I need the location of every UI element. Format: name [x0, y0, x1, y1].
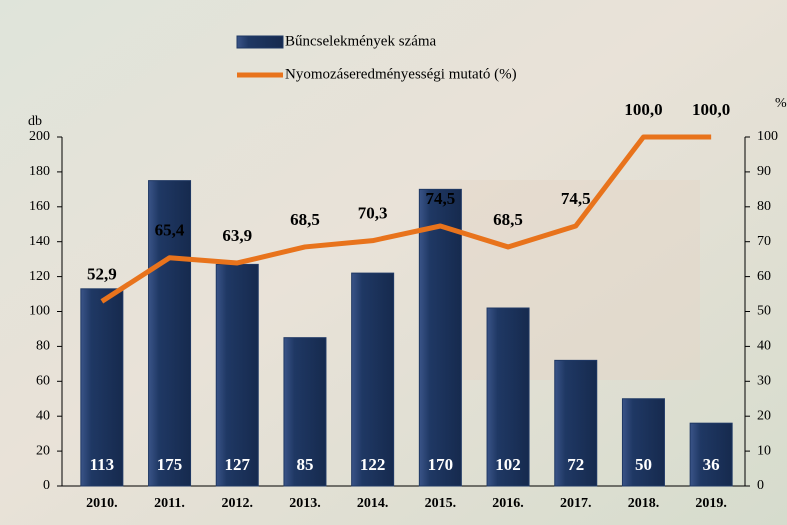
- y2-tick-label: 50: [757, 304, 771, 319]
- x-tick-label: 2017.: [560, 496, 592, 511]
- y-tick-label: 140: [29, 234, 50, 249]
- bar-value-label: 36: [703, 455, 720, 474]
- line-value-label: 74,5: [425, 189, 455, 208]
- background-building: [430, 180, 700, 380]
- line-value-label: 68,5: [290, 210, 320, 229]
- bar-value-label: 85: [296, 455, 313, 474]
- chart: db % 0 20 40 60 80 100 120 140 160 180 200 0 10 20 30 4…: [0, 0, 787, 525]
- y-tick-label: 40: [36, 408, 50, 423]
- line-value-label: 52,9: [87, 264, 117, 283]
- y2-tick-label: 80: [757, 199, 771, 214]
- page: {"chart_data": {"type": "combo", "catego…: [0, 0, 787, 525]
- bar-value-label: 113: [90, 455, 115, 474]
- legend-swatch: [237, 36, 283, 48]
- line-value-label: 100,0: [692, 100, 730, 119]
- y-axis-label: db: [28, 114, 42, 129]
- line-value-label: 63,9: [222, 226, 252, 245]
- x-tick-label: 2019.: [695, 496, 727, 511]
- y2-tick-label: 70: [757, 234, 771, 249]
- bar-value-label: 50: [635, 455, 652, 474]
- y2-tick-label: 0: [757, 478, 764, 493]
- y-tick-label: 80: [36, 339, 50, 354]
- y-tick-label: 0: [43, 478, 50, 493]
- y2-tick-label: 100: [757, 129, 778, 144]
- x-tick-label: 2016.: [492, 496, 524, 511]
- y2-tick-label: 40: [757, 339, 771, 354]
- x-tick-label: 2011.: [154, 496, 185, 511]
- y-tick-label: 100: [29, 304, 50, 319]
- bar-value-label: 175: [157, 455, 183, 474]
- x-tick-label: 2010.: [86, 496, 118, 511]
- x-tick-label: 2013.: [289, 496, 321, 511]
- y2-axis-label: %: [775, 96, 787, 111]
- bar-value-label: 122: [360, 455, 386, 474]
- bar-value-label: 170: [428, 455, 454, 474]
- bar-value-label: 72: [567, 455, 584, 474]
- y-tick-label: 200: [29, 129, 50, 144]
- line-value-label: 74,5: [561, 189, 591, 208]
- line-value-label: 100,0: [624, 100, 662, 119]
- y2-tick-label: 30: [757, 374, 771, 389]
- y-tick-label: 60: [36, 374, 50, 389]
- y-tick-label: 180: [29, 164, 50, 179]
- line-value-label: 65,4: [155, 221, 185, 240]
- x-tick-label: 2014.: [357, 496, 389, 511]
- bar-value-label: 127: [225, 455, 251, 474]
- legend-label: Nyomozáseredményességi mutató (%): [285, 66, 517, 82]
- line-value-label: 68,5: [493, 210, 523, 229]
- y-tick-label: 20: [36, 443, 50, 458]
- legend-label: Bűncselekmények száma: [285, 33, 437, 49]
- y-tick-label: 120: [29, 269, 50, 284]
- x-tick-label: 2012.: [222, 496, 254, 511]
- x-tick-label: 2015.: [425, 496, 457, 511]
- y-tick-label: 160: [29, 199, 50, 214]
- bar: [216, 264, 258, 486]
- y2-tick-label: 90: [757, 164, 771, 179]
- x-tick-label: 2018.: [628, 496, 660, 511]
- y2-tick-label: 10: [757, 443, 771, 458]
- y2-tick-label: 60: [757, 269, 771, 284]
- bar: [419, 189, 461, 486]
- bar-value-label: 102: [495, 455, 521, 474]
- y2-tick-label: 20: [757, 408, 771, 423]
- line-value-label: 70,3: [358, 204, 388, 223]
